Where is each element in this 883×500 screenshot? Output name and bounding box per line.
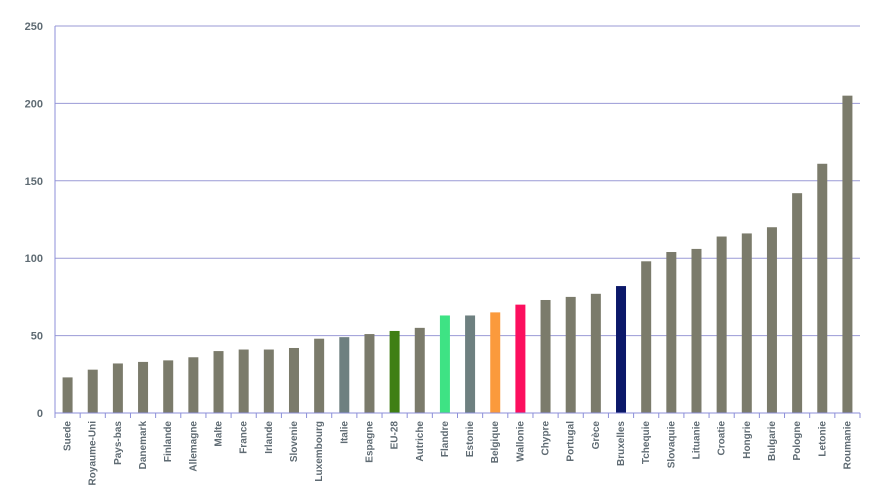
bar [238,349,249,413]
y-tick-label: 100 [25,253,43,265]
x-tick-label: Hongrie [742,421,753,459]
bar [641,261,652,413]
bar [364,334,375,413]
x-tick-label: Bruxelles [616,421,627,466]
y-tick-label: 150 [25,176,43,188]
x-tick-label: EU-28 [390,421,401,450]
bar [288,347,299,413]
x-tick-label: Lituanie [691,421,702,460]
x-tick-label: Estonie [465,421,476,458]
x-tick-label: Pologne [792,421,803,461]
x-tick-label: Luxembourg [314,421,325,482]
x-tick-label: Belgique [490,421,501,464]
bar [163,360,174,413]
axes [54,26,861,418]
bar [138,361,149,413]
bar [314,338,325,413]
bar [439,315,450,413]
bar [716,236,727,413]
bar [817,163,828,413]
bar [590,293,601,413]
x-tick-label: Danemark [138,421,149,470]
bar [188,357,199,413]
x-tick-label: Allemagne [188,421,199,472]
bar [87,369,98,413]
bar [339,337,350,413]
y-tick-label: 0 [37,408,43,420]
x-tick-label: Flandre [440,421,451,458]
bars [62,95,853,413]
x-tick-label: Roumanie [842,421,853,470]
bar [515,304,526,413]
bar [490,312,501,413]
bar [389,330,400,413]
gridlines [55,25,860,337]
x-tick-label: Chypre [541,421,552,456]
x-tick-label: Portugal [566,421,577,462]
bar [465,315,476,413]
x-tick-label: Royaume-Uni [88,421,99,486]
x-tick-label: Tchequie [641,421,652,465]
x-tick-label: Suede [63,421,74,451]
x-tick-label: Irlande [264,421,275,454]
y-tick-label: 200 [25,98,43,110]
bar [565,296,576,413]
bar [112,363,123,413]
bar [691,248,702,413]
bar [414,327,425,413]
bar [62,377,73,413]
x-tick-label: Croatie [717,421,728,456]
bar [666,252,677,413]
bar [616,286,627,413]
bar [792,193,803,413]
x-axis-labels: Suede Royaume-Uni Pays-bas Danemark Finlande… [63,421,854,486]
bar [766,227,777,413]
bar [842,95,853,413]
x-tick-label: France [239,421,250,454]
x-tick-label: Italie [339,421,350,444]
x-tick-label: Pays-bas [113,421,124,465]
x-tick-label: Slovaquie [666,421,677,469]
x-tick-label: Grèce [591,421,602,450]
x-tick-label: Espagne [364,421,375,463]
bar [741,233,752,413]
x-tick-label: Malte [214,421,225,447]
y-axis-ticks: 0 50 100 150 200 250 [25,21,43,420]
x-tick-label: Autriche [415,421,426,462]
x-tick-label: Finlande [163,421,174,463]
x-tick-label: Slovenie [289,421,300,463]
bar [263,349,274,413]
y-tick-label: 50 [31,331,43,343]
x-tick-label: Bulgarie [767,421,778,461]
bar [540,299,551,413]
x-tick-label: Letonie [817,421,828,457]
x-tick-label: Wallonie [515,421,526,462]
bar [213,351,224,413]
y-tick-label: 250 [25,21,43,33]
